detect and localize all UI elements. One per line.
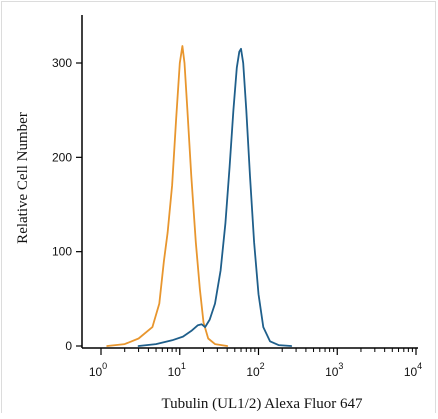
- x-tick-label: 102: [246, 361, 264, 379]
- y-tick-label: 100: [52, 245, 72, 259]
- x-tick-label: 103: [325, 361, 343, 379]
- axes: [81, 15, 418, 349]
- x-tick-exponent: 3: [338, 361, 343, 371]
- x-tick-base: 10: [404, 365, 418, 379]
- x-tick-base: 10: [325, 365, 339, 379]
- x-tick-base: 10: [168, 365, 182, 379]
- x-tick-label: 101: [168, 361, 186, 379]
- y-tick-label: 0: [65, 339, 72, 353]
- y-axis-title: Relative Cell Number: [15, 112, 31, 244]
- image-border: [1, 1, 436, 413]
- y-tick-label: 300: [52, 56, 72, 70]
- y-tick-label: 200: [52, 150, 72, 164]
- x-tick-exponent: 0: [102, 361, 107, 371]
- x-tick-exponent: 2: [260, 361, 265, 371]
- x-tick-exponent: 4: [417, 361, 422, 371]
- x-tick-base: 10: [246, 365, 260, 379]
- x-tick-label: 104: [404, 361, 422, 379]
- series-line-2: [137, 47, 293, 347]
- x-axis-title: Tubulin (UL1/2) Alexa Fluor 647: [161, 396, 363, 412]
- x-tick-exponent: 1: [181, 361, 186, 371]
- x-tick-label: 100: [89, 361, 107, 379]
- series-line-1: [106, 45, 229, 347]
- x-tick-base: 10: [89, 365, 103, 379]
- series: [106, 45, 293, 347]
